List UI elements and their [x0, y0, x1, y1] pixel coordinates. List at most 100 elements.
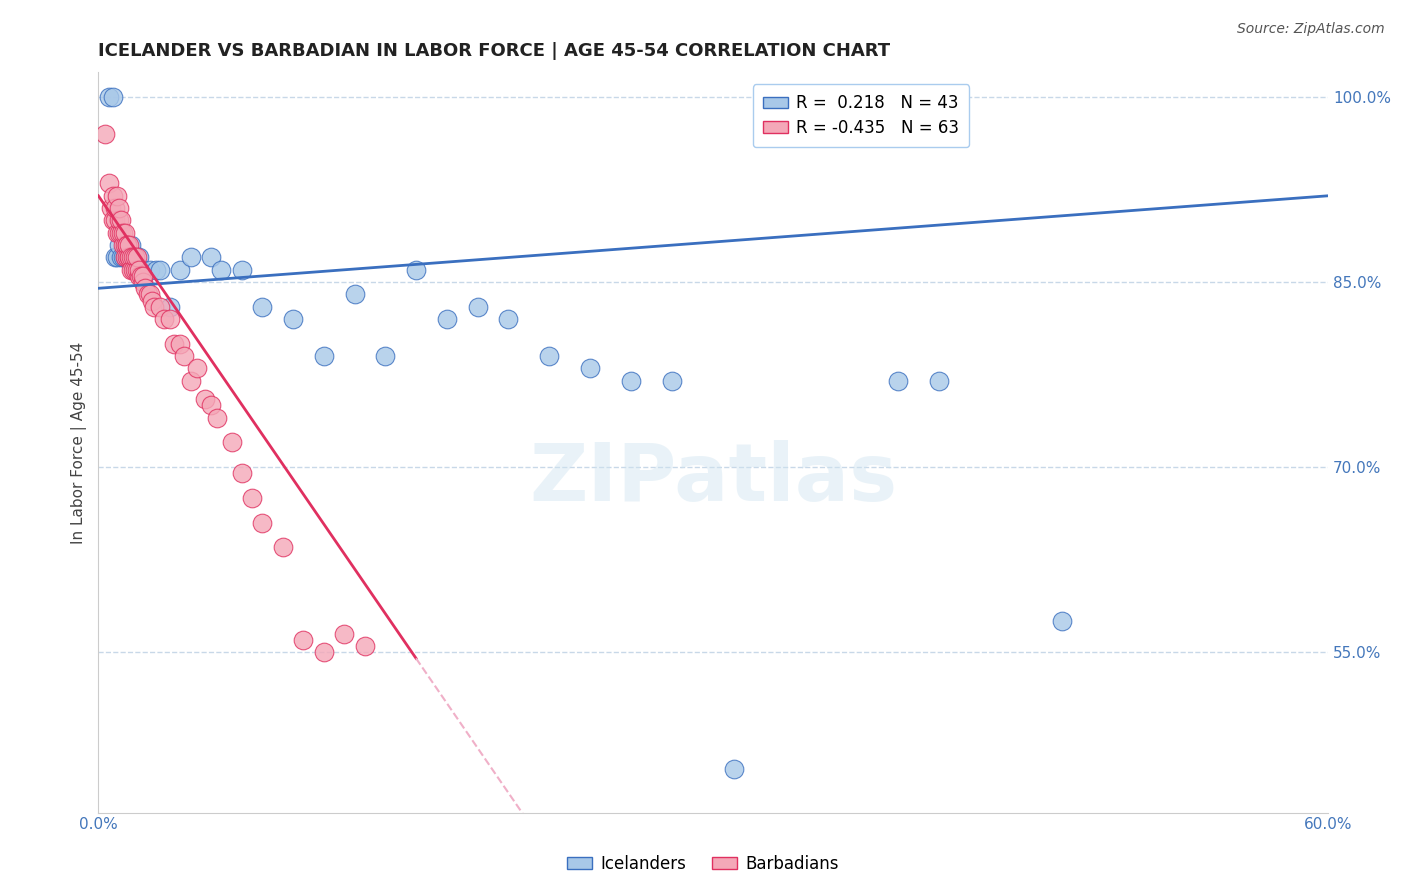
- Point: [312, 645, 335, 659]
- Y-axis label: In Labor Force | Age 45-54: In Labor Force | Age 45-54: [72, 342, 87, 543]
- Point: [101, 188, 124, 202]
- Point: [128, 268, 150, 283]
- Point: [111, 226, 134, 240]
- Point: [169, 336, 191, 351]
- Point: [292, 632, 315, 647]
- Point: [271, 541, 294, 555]
- Text: ICELANDER VS BARBADIAN IN LABOR FORCE | AGE 45-54 CORRELATION CHART: ICELANDER VS BARBADIAN IN LABOR FORCE | …: [98, 42, 890, 60]
- Point: [93, 127, 115, 141]
- Point: [149, 262, 172, 277]
- Point: [127, 251, 149, 265]
- Point: [120, 238, 142, 252]
- Point: [100, 201, 122, 215]
- Point: [252, 300, 274, 314]
- Point: [159, 312, 181, 326]
- Point: [231, 467, 253, 481]
- Legend: Icelanders, Barbadians: Icelanders, Barbadians: [561, 848, 845, 880]
- Point: [141, 293, 163, 308]
- Point: [180, 374, 202, 388]
- Point: [115, 251, 138, 265]
- Point: [1050, 615, 1073, 629]
- Point: [180, 251, 202, 265]
- Point: [122, 251, 145, 265]
- Point: [138, 287, 160, 301]
- Point: [108, 213, 131, 227]
- Point: [281, 312, 304, 326]
- Point: [108, 238, 131, 252]
- Point: [353, 639, 375, 653]
- Point: [200, 399, 222, 413]
- Point: [620, 374, 643, 388]
- Point: [120, 251, 142, 265]
- Point: [153, 312, 176, 326]
- Point: [114, 251, 136, 265]
- Point: [115, 238, 138, 252]
- Point: [145, 262, 167, 277]
- Point: [118, 251, 141, 265]
- Point: [104, 201, 127, 215]
- Point: [111, 238, 134, 252]
- Point: [467, 300, 489, 314]
- Point: [124, 262, 146, 277]
- Point: [252, 516, 274, 530]
- Point: [163, 336, 186, 351]
- Point: [97, 90, 120, 104]
- Legend: R =  0.218   N = 43, R = -0.435   N = 63: R = 0.218 N = 43, R = -0.435 N = 63: [752, 85, 969, 147]
- Point: [108, 201, 131, 215]
- Point: [120, 262, 142, 277]
- Point: [118, 251, 141, 265]
- Point: [110, 213, 132, 227]
- Point: [194, 392, 217, 407]
- Point: [115, 238, 138, 252]
- Point: [132, 275, 155, 289]
- Point: [221, 435, 243, 450]
- Point: [114, 226, 136, 240]
- Point: [579, 361, 602, 376]
- Point: [101, 213, 124, 227]
- Point: [105, 226, 128, 240]
- Point: [127, 262, 149, 277]
- Point: [114, 251, 136, 265]
- Point: [159, 300, 181, 314]
- Point: [333, 626, 356, 640]
- Point: [97, 177, 120, 191]
- Point: [118, 238, 141, 252]
- Point: [124, 251, 146, 265]
- Point: [186, 361, 208, 376]
- Point: [149, 300, 172, 314]
- Point: [136, 287, 159, 301]
- Point: [111, 251, 134, 265]
- Point: [343, 287, 366, 301]
- Point: [132, 268, 155, 283]
- Point: [723, 763, 745, 777]
- Point: [115, 251, 138, 265]
- Point: [138, 262, 160, 277]
- Point: [104, 251, 127, 265]
- Point: [374, 349, 396, 363]
- Point: [105, 188, 128, 202]
- Point: [207, 410, 229, 425]
- Point: [134, 281, 156, 295]
- Point: [128, 262, 150, 277]
- Point: [122, 262, 145, 277]
- Point: [122, 251, 145, 265]
- Point: [132, 262, 155, 277]
- Point: [101, 90, 124, 104]
- Point: [231, 262, 253, 277]
- Point: [209, 262, 232, 277]
- Point: [110, 251, 132, 265]
- Point: [118, 251, 141, 265]
- Point: [142, 300, 165, 314]
- Point: [105, 251, 128, 265]
- Point: [114, 238, 136, 252]
- Point: [240, 491, 263, 505]
- Point: [538, 349, 561, 363]
- Point: [928, 374, 950, 388]
- Point: [661, 374, 683, 388]
- Point: [110, 226, 132, 240]
- Point: [108, 226, 131, 240]
- Point: [169, 262, 191, 277]
- Point: [405, 262, 427, 277]
- Text: ZIPatlas: ZIPatlas: [529, 441, 897, 518]
- Point: [436, 312, 458, 326]
